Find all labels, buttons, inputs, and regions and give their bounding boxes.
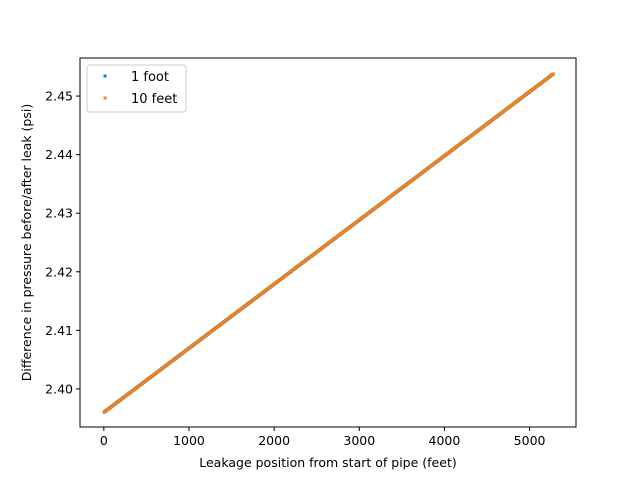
plot-points — [102, 72, 555, 414]
